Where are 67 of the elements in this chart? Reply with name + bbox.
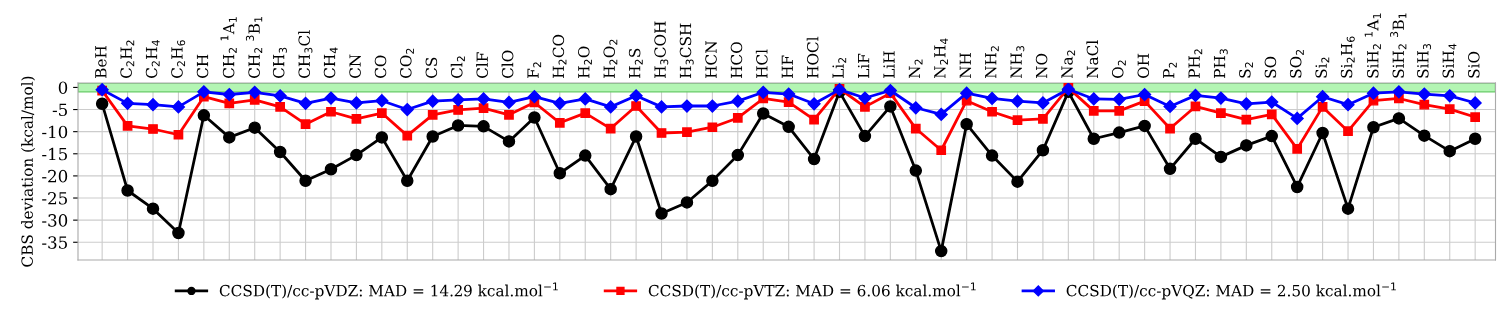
y-axis-title: CBS deviation (kcal/mol) — [21, 76, 36, 267]
x-tick-label: HCN — [705, 41, 717, 78]
y-tick-label: -20 — [42, 169, 68, 183]
x-tick-label: Li$_{2}$ — [832, 57, 847, 78]
y-tick-label: -35 — [42, 236, 67, 249]
x-tick-label: ClF — [476, 52, 488, 78]
x-tick-label: N$_{2}$H$_{4}$ — [934, 38, 948, 79]
x-tick-label: CO — [374, 55, 387, 78]
x-tick-label: CH — [196, 54, 209, 78]
x-tick-label: CH$_{3}$Cl — [298, 30, 313, 78]
x-tick-label: N$_{2}$ — [908, 59, 923, 79]
y-tick-label: -10 — [42, 125, 68, 139]
x-tick-label: PH$_{3}$ — [1213, 49, 1228, 78]
y-tick-label: 0 — [58, 81, 68, 94]
x-tick-label: SiH$_{3}$ — [1417, 44, 1432, 78]
x-tick-label: F$_{2}$ — [527, 62, 542, 78]
x-tick-label: CS — [425, 57, 438, 78]
x-tick-label: PH$_{2}$ — [1188, 49, 1203, 78]
x-tick-label: CN — [349, 54, 361, 78]
x-tick-label: ClO — [501, 50, 514, 78]
x-tick-label: O$_{2}$ — [1111, 60, 1126, 78]
x-tick-label: Cl$_{2}$ — [450, 56, 465, 78]
x-tick-label: BeH — [95, 46, 107, 78]
legend-label: CCSD(T)/cc-pVQZ: MAD = 2.50 kcal.mol$^{−1}$ — [1066, 282, 1396, 300]
x-tick-label: SO — [1264, 56, 1277, 78]
x-tick-label: LiF — [857, 53, 870, 78]
x-tick-label: H$_{2}$O — [578, 46, 592, 78]
x-tick-label: CH$_{2}$ $^{1}$A$_{1}$ — [220, 17, 237, 78]
x-tick-label: SiH$_{2}$ $^{1}$A$_{1}$ — [1364, 13, 1381, 78]
x-tick-label: CO$_{2}$ — [400, 48, 414, 78]
x-tick-label: H$_{3}$COH — [654, 21, 669, 78]
x-tick-label: SiH$_{2}$ $^{3}$B$_{1}$ — [1390, 13, 1407, 78]
x-tick-label: HCl — [755, 49, 768, 78]
x-tick-label: H$_{3}$CSH — [679, 23, 694, 78]
y-tick-label: -25 — [42, 191, 67, 205]
x-tick-label: NO — [1035, 53, 1048, 79]
x-tick-label: SiH$_{4}$ — [1442, 43, 1457, 78]
x-tick-label: C$_{2}$H$_{4}$ — [145, 40, 160, 78]
legend-label: CCSD(T)/cc-pVDZ: MAD = 14.29 kcal.mol$^{−1}$ — [219, 282, 558, 300]
x-tick-label: H$_{2}$CO — [552, 34, 567, 78]
y-tick-label: -5 — [52, 103, 67, 117]
x-tick-label: SiO — [1468, 51, 1480, 78]
x-tick-label: CH$_{4}$ — [323, 47, 338, 78]
x-tick-label: CH$_{3}$ — [272, 47, 287, 78]
x-tick-label: OH — [1137, 53, 1150, 78]
x-tick-label: NH$_{3}$ — [1010, 46, 1025, 79]
x-tick-label: NaCl — [1086, 40, 1099, 79]
x-tick-label: CH$_{2}$ $^{3}$B$_{1}$ — [245, 17, 263, 78]
x-tick-label: NH$_{2}$ — [985, 46, 999, 79]
x-tick-label: C$_{2}$H$_{6}$ — [171, 40, 186, 78]
x-tick-label: HCO — [730, 42, 743, 78]
y-tick-label: -15 — [42, 147, 67, 161]
x-tick-label: S$_{2}$ — [1239, 62, 1253, 78]
x-tick-label: LiH — [883, 51, 895, 78]
x-tick-label: HF — [781, 55, 793, 78]
x-tick-label: HOCl — [806, 36, 819, 78]
x-tick-label: C$_{2}$H$_{2}$ — [120, 40, 135, 78]
x-tick-label: H$_{2}$S — [628, 48, 643, 78]
x-tick-label: Si$_{2}$H$_{6}$ — [1340, 36, 1355, 78]
x-tick-label: Na$_{2}$ — [1061, 50, 1076, 79]
x-tick-label: SO$_{2}$ — [1289, 49, 1304, 78]
x-tick-label: Si$_{2}$ — [1315, 57, 1330, 78]
legend-label: CCSD(T)/cc-pVTZ: MAD = 6.06 kcal.mol$^{−1}$ — [648, 282, 976, 300]
x-tick-label: NH — [959, 52, 972, 79]
y-tick-label: -30 — [42, 214, 68, 227]
x-tick-label: P$_{2}$ — [1163, 62, 1177, 78]
x-tick-label: H$_{2}$O$_{2}$ — [603, 39, 618, 78]
